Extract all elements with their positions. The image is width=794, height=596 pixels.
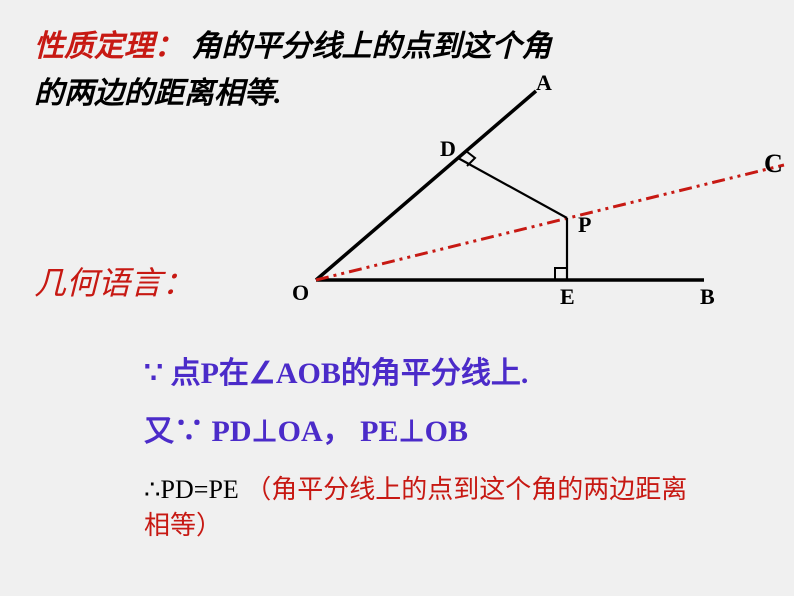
label-P: P [578, 212, 591, 237]
oa-text: OA， [278, 415, 353, 448]
theorem-title-line2: 的两边的距离相等. [34, 68, 282, 112]
angle-diagram: A D C P O E B [290, 75, 790, 335]
perp-2: ⊥ [398, 415, 424, 448]
perp-1: ⊥ [252, 415, 278, 448]
therefore-line: ∴PD=PE （角平分线上的点到这个角的两边距离相等） [144, 472, 704, 545]
because-symbol-1: ∵ [144, 357, 163, 390]
because-symbol-2: 又∵ [144, 415, 204, 448]
line-PD [458, 158, 567, 218]
pd-text: PD [212, 415, 252, 448]
title-text-2: 的两边的距离相等. [34, 77, 282, 110]
because1-angle: ∠AOB [249, 357, 341, 390]
label-A: A [536, 75, 552, 95]
ob-text: OB [425, 415, 468, 448]
therefore-symbol: ∴ [144, 475, 161, 504]
label-D: D [440, 136, 456, 161]
because-line-2: 又∵ PD⊥OA， PE⊥OB [144, 412, 468, 451]
label-C: C [764, 149, 783, 178]
line-OC-bisector [316, 165, 784, 280]
right-angle-mark-E [555, 268, 567, 280]
title-text-1: 角的平分线上的点到这个角 [192, 30, 552, 63]
theorem-title-line1: 性质定理： 角的平分线上的点到这个角 [34, 26, 552, 68]
pe-text: PE [360, 415, 398, 448]
label-B: B [700, 284, 715, 309]
pd-pe-eq: PD=PE [161, 475, 239, 504]
because-line-1: ∵ 点P在∠AOB的角平分线上. [144, 354, 528, 393]
because1-rest: 的角平分线上. [341, 357, 529, 390]
title-label: 性质定理： [34, 30, 184, 63]
label-O: O [292, 280, 309, 305]
because1-text: 点P在 [171, 357, 249, 390]
label-E: E [560, 284, 575, 309]
geometry-language-label: 几何语言： [34, 258, 194, 304]
